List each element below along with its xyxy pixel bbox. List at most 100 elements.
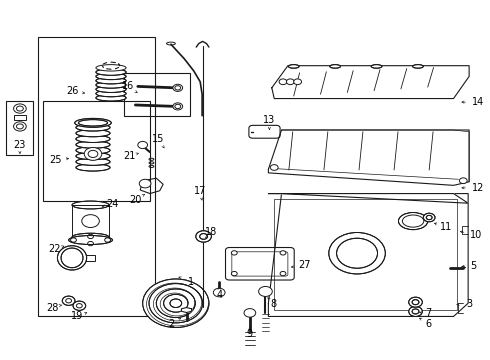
Bar — [72, 205, 109, 237]
Circle shape — [244, 309, 256, 317]
Circle shape — [294, 79, 301, 85]
Circle shape — [173, 84, 183, 91]
Ellipse shape — [76, 153, 110, 159]
Circle shape — [460, 178, 467, 184]
Circle shape — [426, 215, 432, 220]
Circle shape — [409, 306, 422, 316]
Circle shape — [231, 251, 237, 255]
Text: 11: 11 — [440, 222, 452, 232]
Circle shape — [231, 271, 237, 276]
Circle shape — [84, 148, 102, 160]
Ellipse shape — [371, 64, 382, 68]
Text: 8: 8 — [270, 299, 276, 309]
Ellipse shape — [96, 86, 126, 93]
Text: 9: 9 — [247, 329, 253, 339]
Ellipse shape — [96, 95, 126, 101]
Circle shape — [329, 233, 385, 274]
Ellipse shape — [76, 130, 110, 137]
Text: 17: 17 — [194, 186, 206, 197]
Bar — [6, 102, 33, 155]
Ellipse shape — [76, 147, 110, 154]
Ellipse shape — [398, 212, 428, 230]
Circle shape — [337, 238, 377, 268]
Text: 27: 27 — [298, 260, 311, 270]
Circle shape — [280, 251, 286, 255]
Text: 25: 25 — [49, 156, 62, 165]
Text: 6: 6 — [425, 319, 431, 329]
Circle shape — [412, 309, 419, 314]
Ellipse shape — [96, 64, 126, 71]
Circle shape — [270, 165, 278, 170]
Text: 1: 1 — [188, 277, 195, 287]
Text: 23: 23 — [14, 140, 26, 150]
Ellipse shape — [76, 158, 110, 165]
Circle shape — [76, 303, 82, 308]
Text: 20: 20 — [129, 195, 142, 204]
Circle shape — [143, 279, 209, 328]
Circle shape — [200, 234, 207, 239]
Polygon shape — [269, 130, 469, 185]
Text: 19: 19 — [71, 311, 83, 321]
Circle shape — [73, 301, 86, 310]
Ellipse shape — [96, 69, 126, 75]
Circle shape — [139, 179, 151, 188]
Circle shape — [164, 294, 188, 312]
Text: 7: 7 — [425, 308, 431, 318]
Polygon shape — [269, 194, 468, 203]
Text: 21: 21 — [123, 151, 135, 161]
Ellipse shape — [402, 215, 424, 227]
Circle shape — [280, 271, 286, 276]
Text: 26: 26 — [66, 86, 78, 96]
Text: 24: 24 — [106, 199, 119, 209]
FancyBboxPatch shape — [249, 125, 280, 138]
FancyBboxPatch shape — [225, 248, 294, 280]
Text: 4: 4 — [216, 290, 222, 300]
Ellipse shape — [330, 64, 341, 68]
Circle shape — [259, 287, 272, 296]
Circle shape — [156, 289, 196, 318]
Ellipse shape — [96, 82, 126, 88]
Ellipse shape — [72, 233, 109, 241]
Circle shape — [170, 299, 182, 307]
Circle shape — [175, 86, 181, 90]
Bar — [38, 37, 155, 316]
Text: 16: 16 — [122, 81, 134, 91]
Circle shape — [279, 79, 287, 85]
Circle shape — [423, 213, 435, 222]
Ellipse shape — [96, 90, 126, 97]
Ellipse shape — [96, 77, 126, 84]
Bar — [86, 255, 96, 261]
Ellipse shape — [76, 135, 110, 143]
Bar — [274, 199, 457, 310]
Circle shape — [196, 231, 211, 242]
Circle shape — [412, 300, 419, 305]
Bar — [43, 102, 150, 202]
Ellipse shape — [76, 124, 110, 131]
Text: 18: 18 — [205, 227, 217, 237]
Polygon shape — [269, 194, 468, 316]
Text: 2: 2 — [168, 319, 174, 329]
Text: 22: 22 — [48, 244, 60, 253]
Text: 28: 28 — [47, 303, 59, 313]
Text: 12: 12 — [472, 183, 484, 193]
Text: 10: 10 — [470, 230, 483, 240]
Text: 5: 5 — [470, 261, 476, 271]
Circle shape — [213, 288, 225, 297]
Ellipse shape — [78, 120, 108, 126]
Circle shape — [175, 104, 181, 109]
Text: 15: 15 — [152, 134, 165, 144]
Polygon shape — [269, 194, 468, 304]
Circle shape — [138, 141, 147, 149]
Circle shape — [173, 103, 183, 110]
Circle shape — [287, 79, 294, 85]
Circle shape — [66, 298, 72, 303]
Ellipse shape — [413, 64, 423, 68]
Circle shape — [409, 297, 422, 307]
Ellipse shape — [74, 118, 111, 127]
Ellipse shape — [288, 64, 299, 68]
Polygon shape — [272, 66, 469, 99]
Ellipse shape — [76, 141, 110, 148]
Ellipse shape — [76, 164, 110, 171]
Bar — [14, 115, 26, 120]
Text: 3: 3 — [466, 299, 472, 309]
